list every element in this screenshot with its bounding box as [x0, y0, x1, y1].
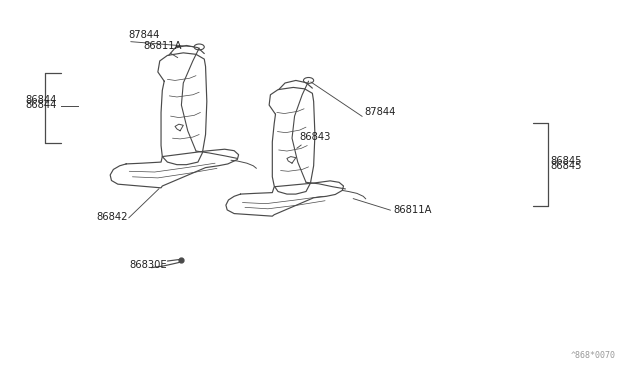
Text: 86844: 86844	[26, 95, 57, 105]
Text: ^868*0070: ^868*0070	[571, 351, 616, 360]
Text: 87844: 87844	[365, 107, 396, 117]
Text: 86845: 86845	[550, 156, 582, 166]
Text: 86811A: 86811A	[393, 205, 431, 215]
Text: 86830E: 86830E	[129, 260, 167, 270]
Text: 86811A: 86811A	[143, 41, 182, 51]
Text: 86842: 86842	[96, 212, 128, 222]
Text: 86843: 86843	[300, 132, 331, 142]
Text: 86844: 86844	[26, 100, 57, 110]
Text: 86845: 86845	[550, 161, 582, 171]
Text: 87844: 87844	[128, 30, 159, 40]
